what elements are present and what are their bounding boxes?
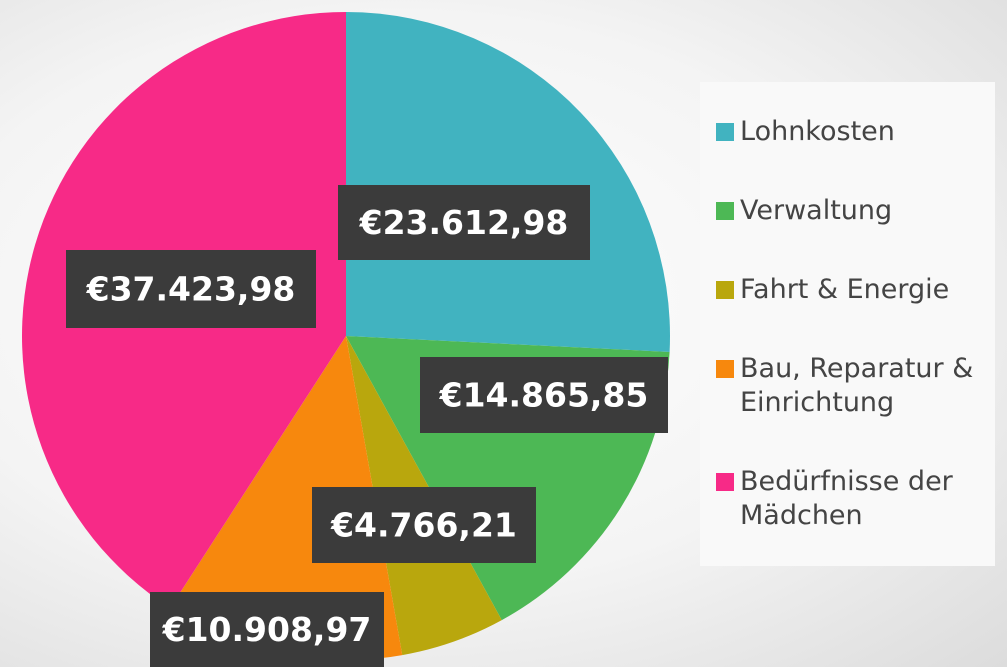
legend-swatch [716,201,734,220]
legend-swatch [716,280,734,299]
legend-label: Fahrt & Energie [740,273,950,305]
legend-item: Bedürfnisse der Mädchen [716,465,995,533]
legend-item: Lohnkosten [716,115,995,149]
data-label: €23.612,98 [359,203,569,242]
pie-slice [170,336,403,660]
data-label: €37.423,98 [86,270,296,309]
data-label: €10.908,97 [162,610,372,649]
label-box [312,487,536,563]
label-box [420,357,668,433]
label-box [66,250,316,328]
legend-swatch [716,122,734,141]
legend-label: Lohnkosten [740,115,895,147]
data-label: €14.865,85 [439,376,649,415]
legend-label: Verwaltung [740,194,893,226]
legend-item: Verwaltung [716,194,995,228]
label-box [150,592,384,667]
legend-item: Bau, Reparatur & Einrichtung [716,352,995,420]
pie-slice [346,12,671,352]
legend-swatch [716,360,734,379]
label-box [338,185,590,260]
data-label: €4.766,21 [330,506,517,545]
legend-swatch [716,473,734,492]
legend-item: Fahrt & Energie [716,273,995,307]
legend-label: Bedürfnisse der Mädchen [740,466,953,532]
legend-label: Bau, Reparatur & Einrichtung [740,353,974,419]
legend: Lohnkosten Verwaltung Fahrt & Energie Bau, … [700,82,995,566]
